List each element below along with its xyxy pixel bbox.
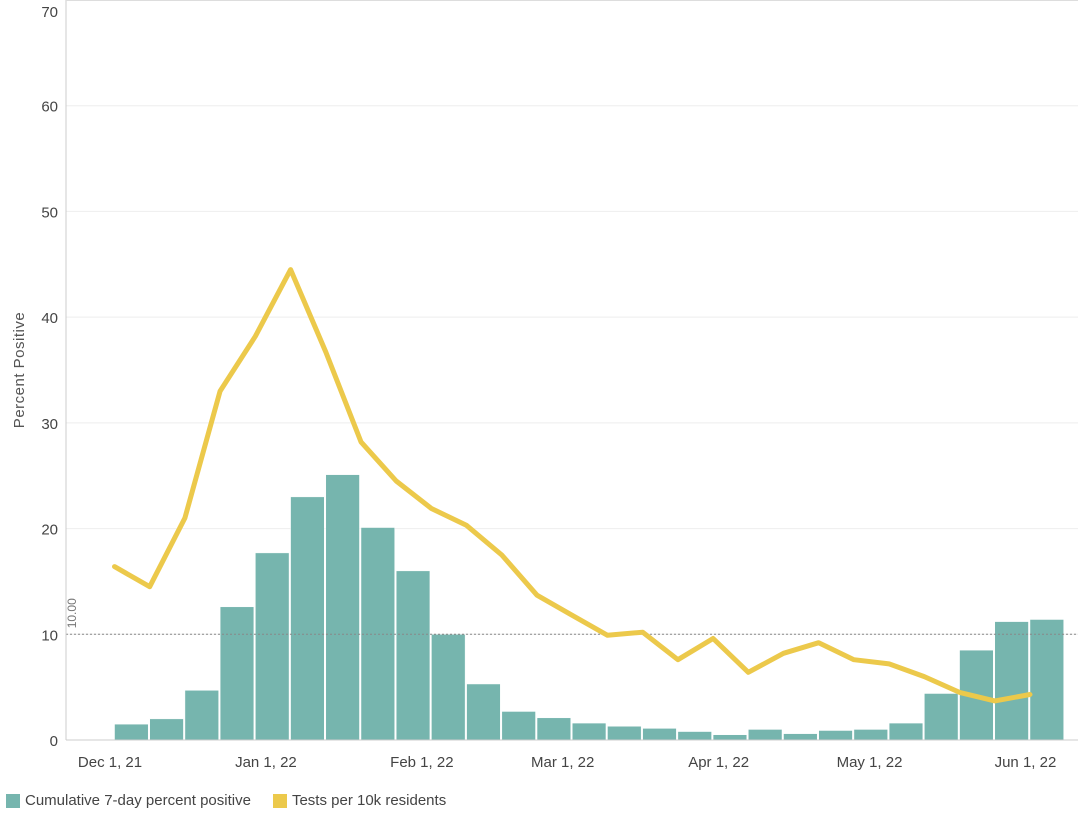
bar <box>431 634 466 741</box>
bar <box>642 728 677 741</box>
bar <box>149 718 184 741</box>
legend-item-percent-positive[interactable]: Cumulative 7-day percent positive <box>6 792 251 809</box>
axes: 0 10 20 30 40 50 60 70 Dec 1, 21 Jan 1, 22 Feb 1, … <box>41 0 1078 771</box>
y-tick-label: 70 <box>41 4 58 21</box>
x-tick-label: Mar 1, 22 <box>531 754 594 771</box>
reference-line-label: 10.00 <box>65 598 79 628</box>
bar <box>255 552 290 741</box>
reference-line-group: 10.00 <box>65 598 1078 635</box>
bar <box>466 683 501 741</box>
bar <box>501 711 536 741</box>
y-axis-title: Percent Positive <box>11 312 28 428</box>
bar <box>712 734 748 741</box>
bar <box>290 496 325 741</box>
bar <box>325 474 360 741</box>
legend-swatch-bar <box>6 793 20 808</box>
bar <box>677 731 712 741</box>
bar <box>818 730 853 741</box>
x-tick-label: Jun 1, 22 <box>995 754 1057 771</box>
chart-canvas: 10.00 0 10 20 30 40 50 60 70 Dec 1, 21 Jan 1, 22 F… <box>11 0 1078 771</box>
legend-label: Tests per 10k residents <box>291 792 447 809</box>
x-tick-label: Jan 1, 22 <box>235 754 297 771</box>
y-tick-label: 40 <box>41 310 58 327</box>
bar <box>219 606 255 741</box>
x-tick-label: Feb 1, 22 <box>390 754 453 771</box>
y-tick-label: 0 <box>50 733 58 750</box>
x-tick-label: Apr 1, 22 <box>688 754 749 771</box>
x-tick-label: May 1, 22 <box>837 754 903 771</box>
bar <box>748 729 783 741</box>
bar <box>924 693 959 741</box>
legend-swatch-line <box>272 793 287 808</box>
bar <box>360 527 395 741</box>
legend-label: Cumulative 7-day percent positive <box>25 792 251 809</box>
legend-item-tests[interactable]: Tests per 10k residents <box>272 792 447 809</box>
gridlines <box>66 0 1078 635</box>
x-tick-label: Dec 1, 21 <box>78 754 142 771</box>
y-tick-label: 10 <box>41 627 58 644</box>
bar-series <box>114 474 1064 741</box>
y-tick-label: 50 <box>41 204 58 221</box>
y-tick-label: 60 <box>41 99 58 116</box>
series-line-tests <box>112 267 1033 704</box>
y-tick-label: 30 <box>41 416 58 433</box>
bar <box>536 717 571 741</box>
bar <box>184 690 219 741</box>
legend: Cumulative 7-day percent positive Tests … <box>6 792 468 809</box>
bar <box>114 723 149 741</box>
line-series <box>112 267 1033 704</box>
bar <box>888 722 924 741</box>
bar <box>1029 619 1064 741</box>
bar <box>607 726 642 741</box>
bar <box>571 722 607 741</box>
bar <box>395 570 431 741</box>
bar <box>994 621 1029 741</box>
bar <box>853 729 888 741</box>
bar <box>783 733 818 741</box>
y-tick-label: 20 <box>41 522 58 539</box>
